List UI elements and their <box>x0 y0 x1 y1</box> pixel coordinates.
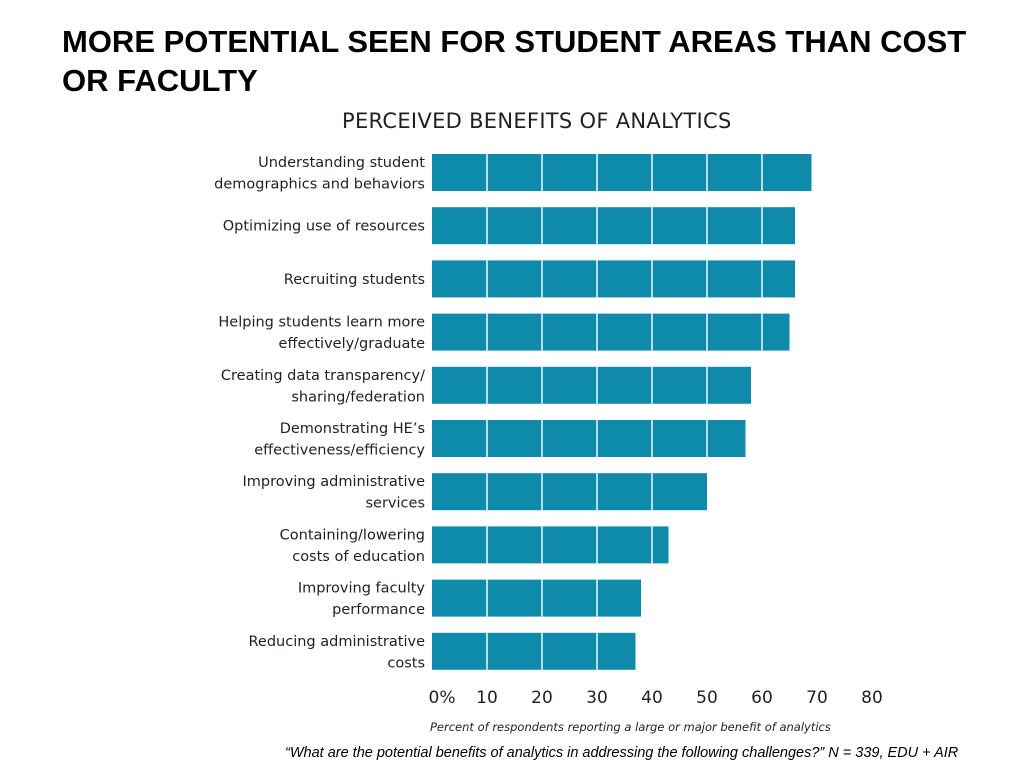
bar-2 <box>432 260 795 298</box>
x-tick-label-3: 30 <box>586 688 608 708</box>
category-label-5: Demonstrating HE’s effectiveness/efficien… <box>254 421 425 459</box>
x-tick-label-6: 60 <box>751 688 773 708</box>
category-label-3: Helping students learn more effectively/g… <box>218 315 425 353</box>
x-tick-label-1: 10 <box>476 688 498 708</box>
slide-title: MORE POTENTIAL SEEN FOR STUDENT AREAS TH… <box>62 24 967 98</box>
bar-3 <box>432 313 790 351</box>
bar-9 <box>432 632 636 670</box>
x-tick-label-5: 50 <box>696 688 718 708</box>
x-tick-label-4: 40 <box>641 688 663 708</box>
bar-0 <box>432 154 812 191</box>
bar-4 <box>432 366 751 404</box>
x-tick-label-2: 20 <box>531 688 553 708</box>
bar-8 <box>432 579 641 617</box>
bar-6 <box>432 473 707 511</box>
x-tick-label-7: 70 <box>806 688 828 708</box>
category-label-9: Reducing administrative costs <box>248 634 425 672</box>
x-axis-label: Percent of respondents reporting a large… <box>430 720 831 734</box>
bar-5 <box>432 420 746 457</box>
category-label-4: Creating data transparency/sharing/feder… <box>221 368 425 406</box>
bar-1 <box>432 207 795 245</box>
category-label-6: Improving administrative services <box>243 474 426 512</box>
survey-footnote: “What are the potential benefits of anal… <box>285 745 959 761</box>
x-tick-label-8: 80 <box>861 688 883 708</box>
category-label-2: Recruiting students <box>284 272 425 288</box>
category-label-1: Optimizing use of resources <box>223 219 425 235</box>
category-label-0: Understanding student demographics and be… <box>214 155 425 193</box>
x-tick-label-0: 0% <box>429 688 456 708</box>
category-label-7: Containing/lowering costs of education <box>280 527 425 565</box>
chart-title: PERCEIVED BENEFITS OF ANALYTICS <box>342 109 732 133</box>
bar-7 <box>432 526 669 564</box>
category-label-8: Improving faculty performance <box>298 581 426 619</box>
